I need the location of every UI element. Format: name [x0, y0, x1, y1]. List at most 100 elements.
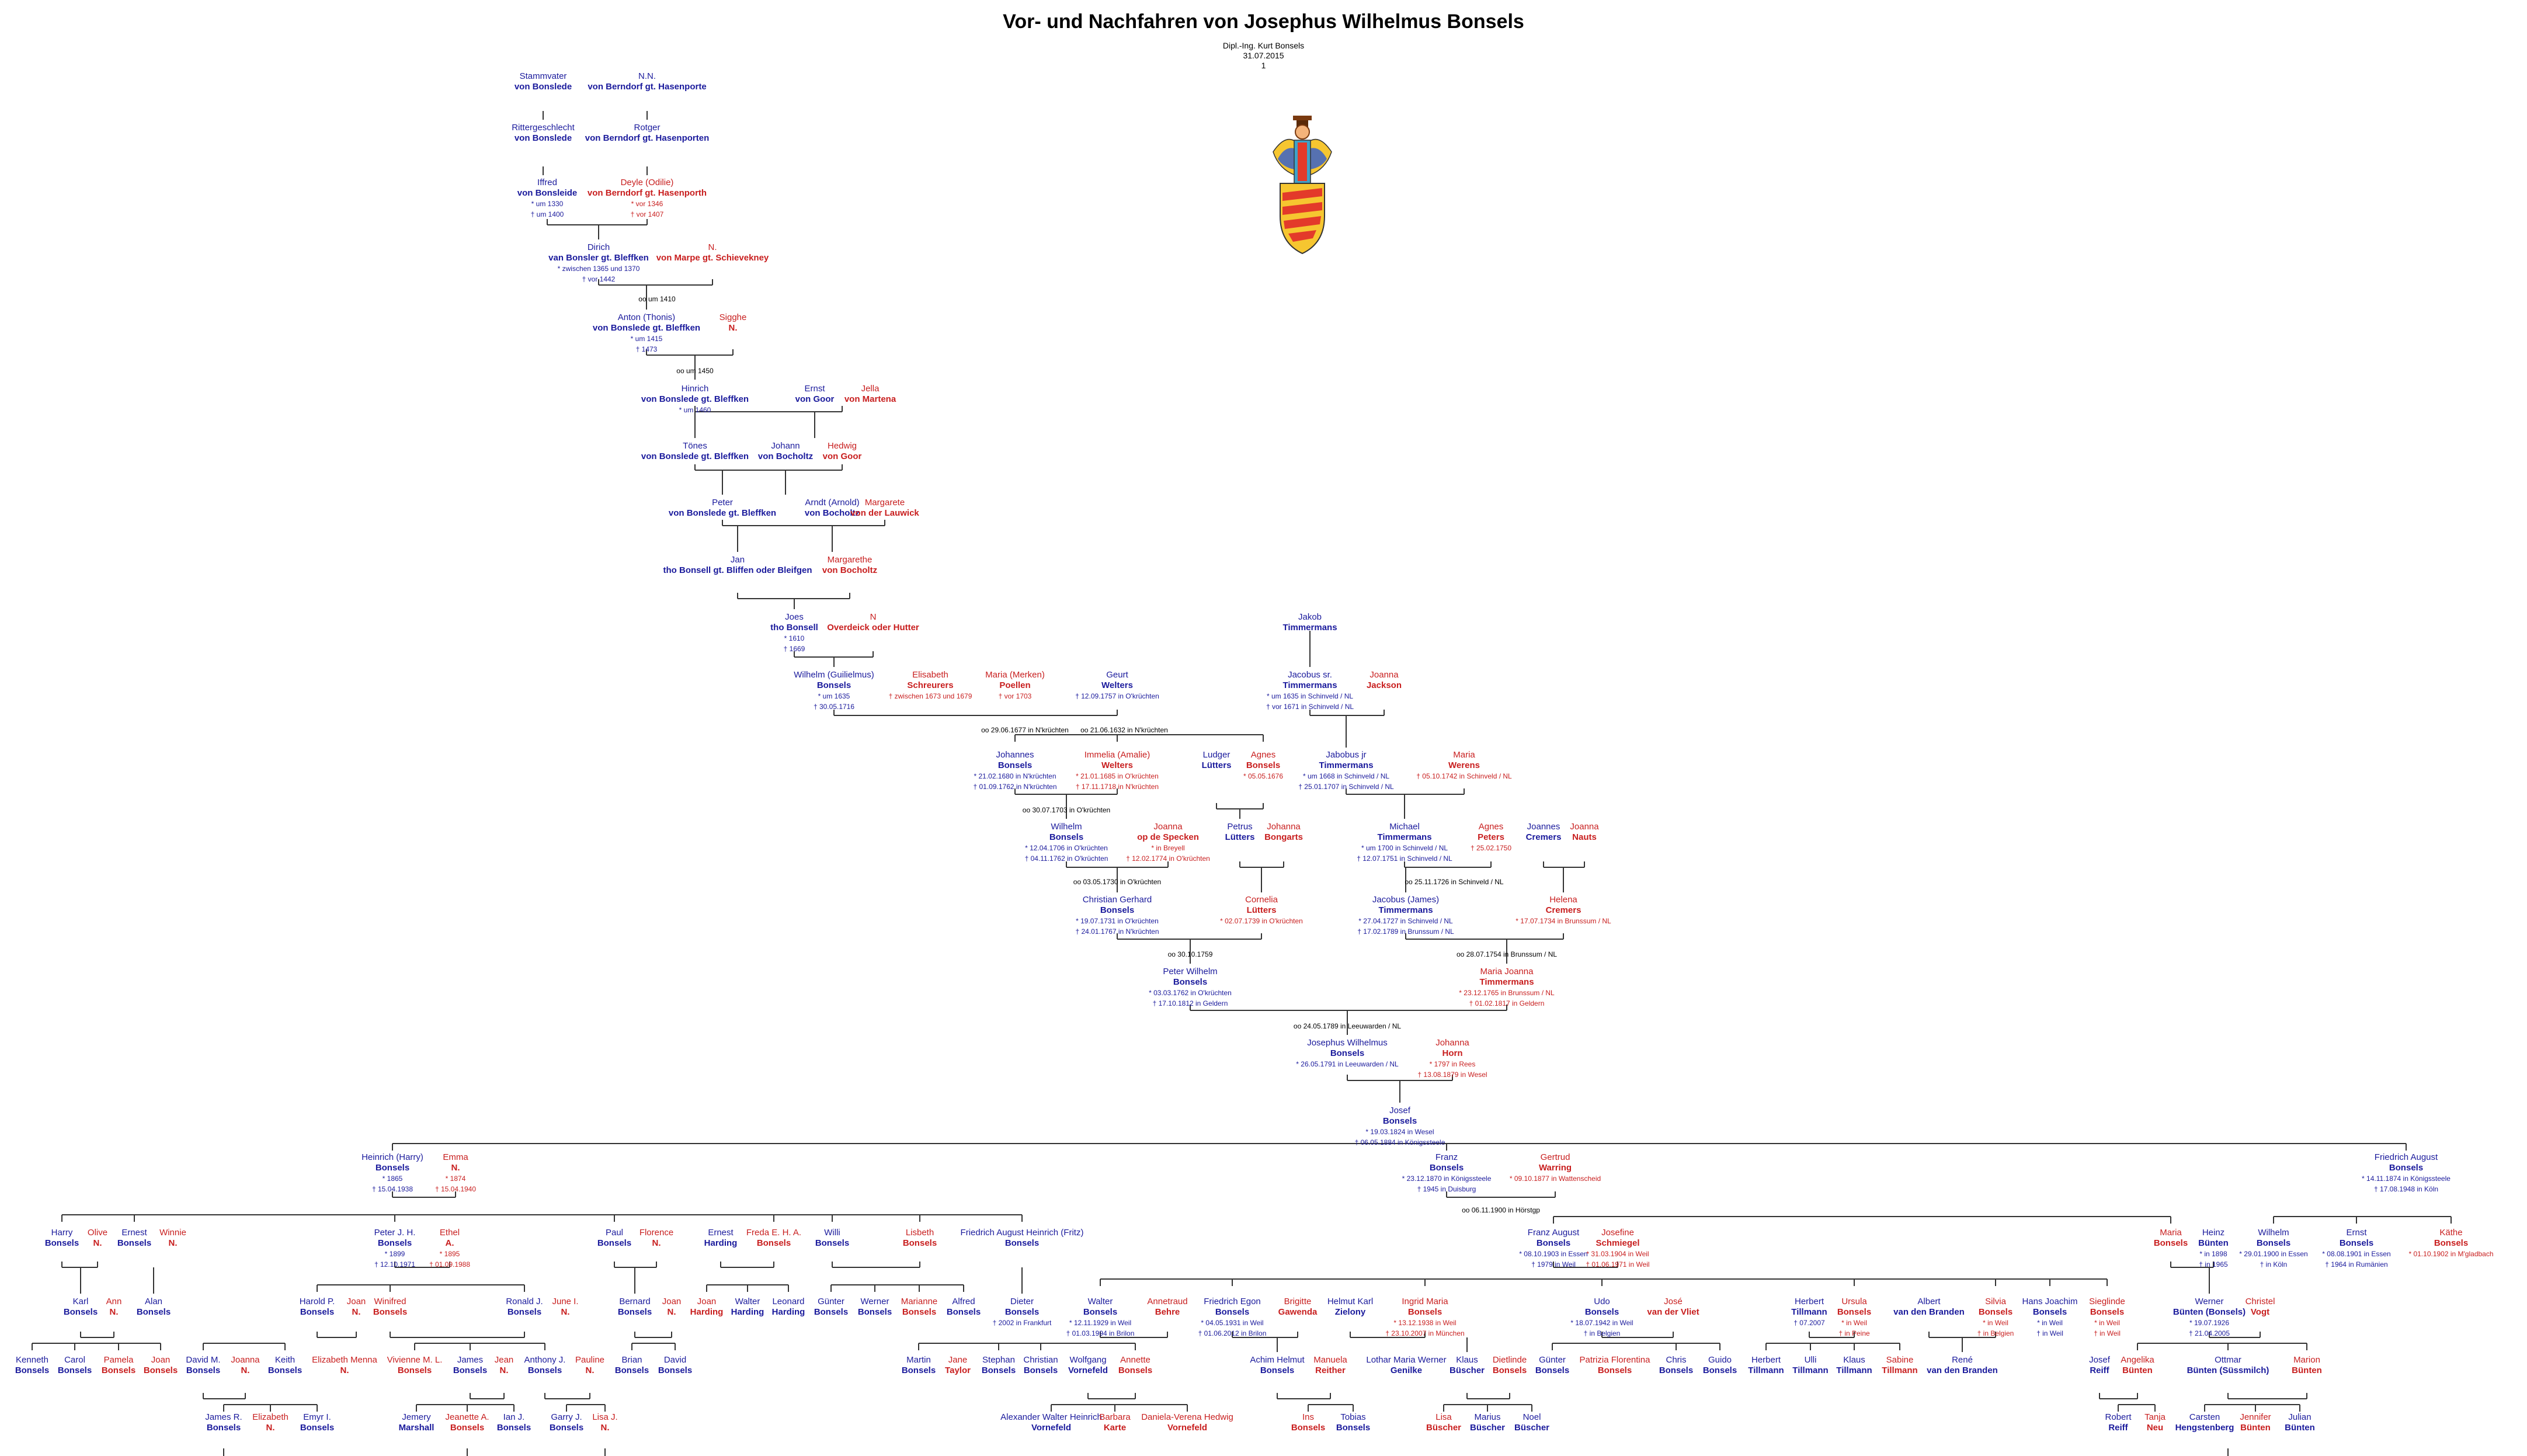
person-first-name: Harry: [51, 1228, 73, 1238]
person-last-name: von Bonslede: [514, 133, 572, 143]
person-last-name: Bonsels: [1492, 1365, 1527, 1375]
person-p131: Christian Bonsels: [953, 1355, 1128, 1376]
person-first-name: Lisbeth: [905, 1228, 934, 1238]
person-first-name: June I.: [552, 1297, 579, 1306]
person-first-name: Wolfgang: [1069, 1355, 1107, 1365]
person-p37: Wilhelm Bonsels * 12.04.1706 in O'krüchten…: [979, 822, 1154, 864]
person-p22: Joes tho Bonsell * 1610 † 1669: [707, 612, 882, 654]
person-p140: Patrizia Florentina Bonsels: [1527, 1355, 1702, 1376]
person-date: * in Weil: [2037, 1319, 2063, 1327]
person-p110: Sieglinde Bonsels * in Weil † in Weil: [2019, 1297, 2195, 1339]
person-last-name: Bonsels: [206, 1423, 241, 1433]
person-p94: Marianne Bonsels: [832, 1297, 1007, 1318]
person-first-name: Käthe: [2439, 1228, 2463, 1238]
person-first-name: Maria Joanna: [1480, 967, 1534, 977]
person-last-name: N.: [652, 1238, 661, 1248]
person-last-name: Tillmann: [1791, 1307, 1827, 1317]
person-first-name: Jella: [861, 384, 880, 394]
person-p36: Maria Werens † 05.10.1742 in Schinveld / N…: [1377, 750, 1552, 781]
person-first-name: Ernst: [2346, 1228, 2367, 1238]
marriage-label: oo 21.06.1632 in N'krüchten: [1080, 726, 1168, 734]
person-last-name: Bonsels: [453, 1365, 488, 1375]
person-last-name: Bonsels: [1260, 1365, 1295, 1375]
person-p51: Josephus Wilhelmus Bonsels * 26.05.1791 in…: [1260, 1038, 1435, 1069]
person-first-name: Brigitte: [1284, 1297, 1312, 1306]
person-first-name: Leonard: [772, 1297, 805, 1306]
person-p67: Ernest Harding: [633, 1228, 808, 1249]
person-date: † 12.07.1751 in Schinveld / NL: [1357, 854, 1452, 863]
person-first-name: Garry J.: [551, 1412, 582, 1422]
person-first-name: Bernard: [619, 1297, 651, 1306]
person-last-name: Karte: [1103, 1423, 1127, 1433]
person-first-name: Pamela: [103, 1355, 134, 1365]
person-first-name: Gertrud: [1540, 1152, 1570, 1162]
person-last-name: Bonsels: [597, 1238, 632, 1248]
coat-of-arms-icon: [1273, 116, 1332, 255]
person-last-name: Bonsels: [1336, 1423, 1371, 1433]
person-first-name: Joan: [662, 1297, 682, 1306]
person-date: † 17.10.1812 in Geldern: [1152, 999, 1228, 1007]
person-p43: Joannes Cremers: [1456, 822, 1631, 843]
person-first-name: Josef: [1389, 1106, 1410, 1116]
person-last-name: Bonsels: [2339, 1238, 2374, 1248]
person-last-name: Bonsels: [57, 1365, 92, 1375]
person-date: * um 1460: [679, 406, 711, 414]
person-last-name: von Goor: [822, 451, 862, 461]
person-p104: José van der Vliet: [1586, 1297, 1761, 1318]
person-p126: Brian Bonsels: [544, 1355, 719, 1376]
person-first-name: Ottmar: [2215, 1355, 2241, 1365]
person-first-name: N: [870, 612, 877, 622]
person-first-name: N.: [708, 242, 717, 252]
person-last-name: N.: [266, 1423, 275, 1433]
person-date: * um 1668 in Schinveld / NL: [1302, 772, 1390, 780]
person-last-name: Schmiegel: [1596, 1238, 1640, 1248]
person-last-name: Timmermans: [1282, 623, 1337, 633]
person-p63: Peter J. H. Bonsels * 1899 † 12.10.1971: [307, 1228, 482, 1270]
person-p107: Albert van den Branden: [1841, 1297, 2017, 1318]
person-last-name: Nauts: [1572, 832, 1597, 842]
person-p11: Hinrich von Bonslede gt. Bleffken * um 146…: [607, 384, 783, 415]
person-first-name: Cornelia: [1245, 895, 1278, 905]
person-last-name: Bonsels: [1659, 1365, 1694, 1375]
person-last-name: tho Bonsell: [770, 623, 818, 633]
marriage-label: oo 29.06.1677 in N'krüchten: [981, 726, 1069, 734]
person-last-name: Taylor: [945, 1365, 971, 1375]
person-p103: Udo Bonsels * 18.07.1942 in Weil † in Belgi…: [1514, 1297, 1690, 1339]
person-last-name: Bonsels: [1978, 1307, 2013, 1317]
person-last-name: von Bocholtz: [804, 508, 860, 518]
person-first-name: Walter: [735, 1297, 760, 1306]
person-first-name: Herbert: [1794, 1297, 1824, 1306]
person-last-name: Bongarts: [1264, 832, 1303, 842]
person-last-name: Bonsels: [816, 680, 851, 690]
person-last-name: Tillmann: [1748, 1365, 1784, 1375]
person-last-name: Bonsels: [1291, 1423, 1326, 1433]
person-p95: Alfred Bonsels: [876, 1297, 1051, 1318]
person-p123: Jean N.: [416, 1355, 592, 1376]
person-last-name: Vogt: [2250, 1307, 2270, 1317]
person-first-name: Peter J. H.: [374, 1228, 416, 1238]
person-first-name: Emma: [443, 1152, 468, 1162]
person-first-name: Friedrich August Heinrich (Fritz): [960, 1228, 1084, 1238]
person-date: * 08.10.1903 in Essen: [1519, 1250, 1588, 1258]
person-first-name: Tanja: [2144, 1412, 2165, 1422]
person-first-name: Julian: [2288, 1412, 2312, 1422]
person-last-name: Bonsels: [450, 1423, 485, 1433]
person-p80: Ann N.: [26, 1297, 201, 1318]
person-last-name: Zielony: [1334, 1307, 1366, 1317]
person-last-name: Harding: [690, 1307, 724, 1317]
person-p53: Josef Bonsels * 19.03.1824 in Wesel † 06.05…: [1312, 1106, 1487, 1148]
person-last-name: Bonsels: [1083, 1307, 1118, 1317]
person-first-name: René: [1952, 1355, 1973, 1365]
person-p156: Jeanette A. Bonsels: [380, 1412, 555, 1433]
person-date: * um 1635 in Schinveld / NL: [1266, 692, 1354, 700]
person-first-name: Iffred: [537, 178, 557, 187]
person-first-name: Arndt (Arnold): [805, 498, 860, 508]
person-p97: Walter Bonsels * 12.11.1929 in Weil † 01.03…: [1013, 1297, 1188, 1339]
person-date: * 27.04.1727 in Schinveld / NL: [1358, 917, 1453, 925]
person-first-name: Günter: [1539, 1355, 1566, 1365]
person-last-name: van der Vliet: [1647, 1307, 1699, 1317]
person-p44: Joanna Nauts: [1497, 822, 1672, 843]
person-date: † in Peine: [1838, 1329, 1870, 1337]
person-first-name: Johanna: [1267, 822, 1301, 832]
